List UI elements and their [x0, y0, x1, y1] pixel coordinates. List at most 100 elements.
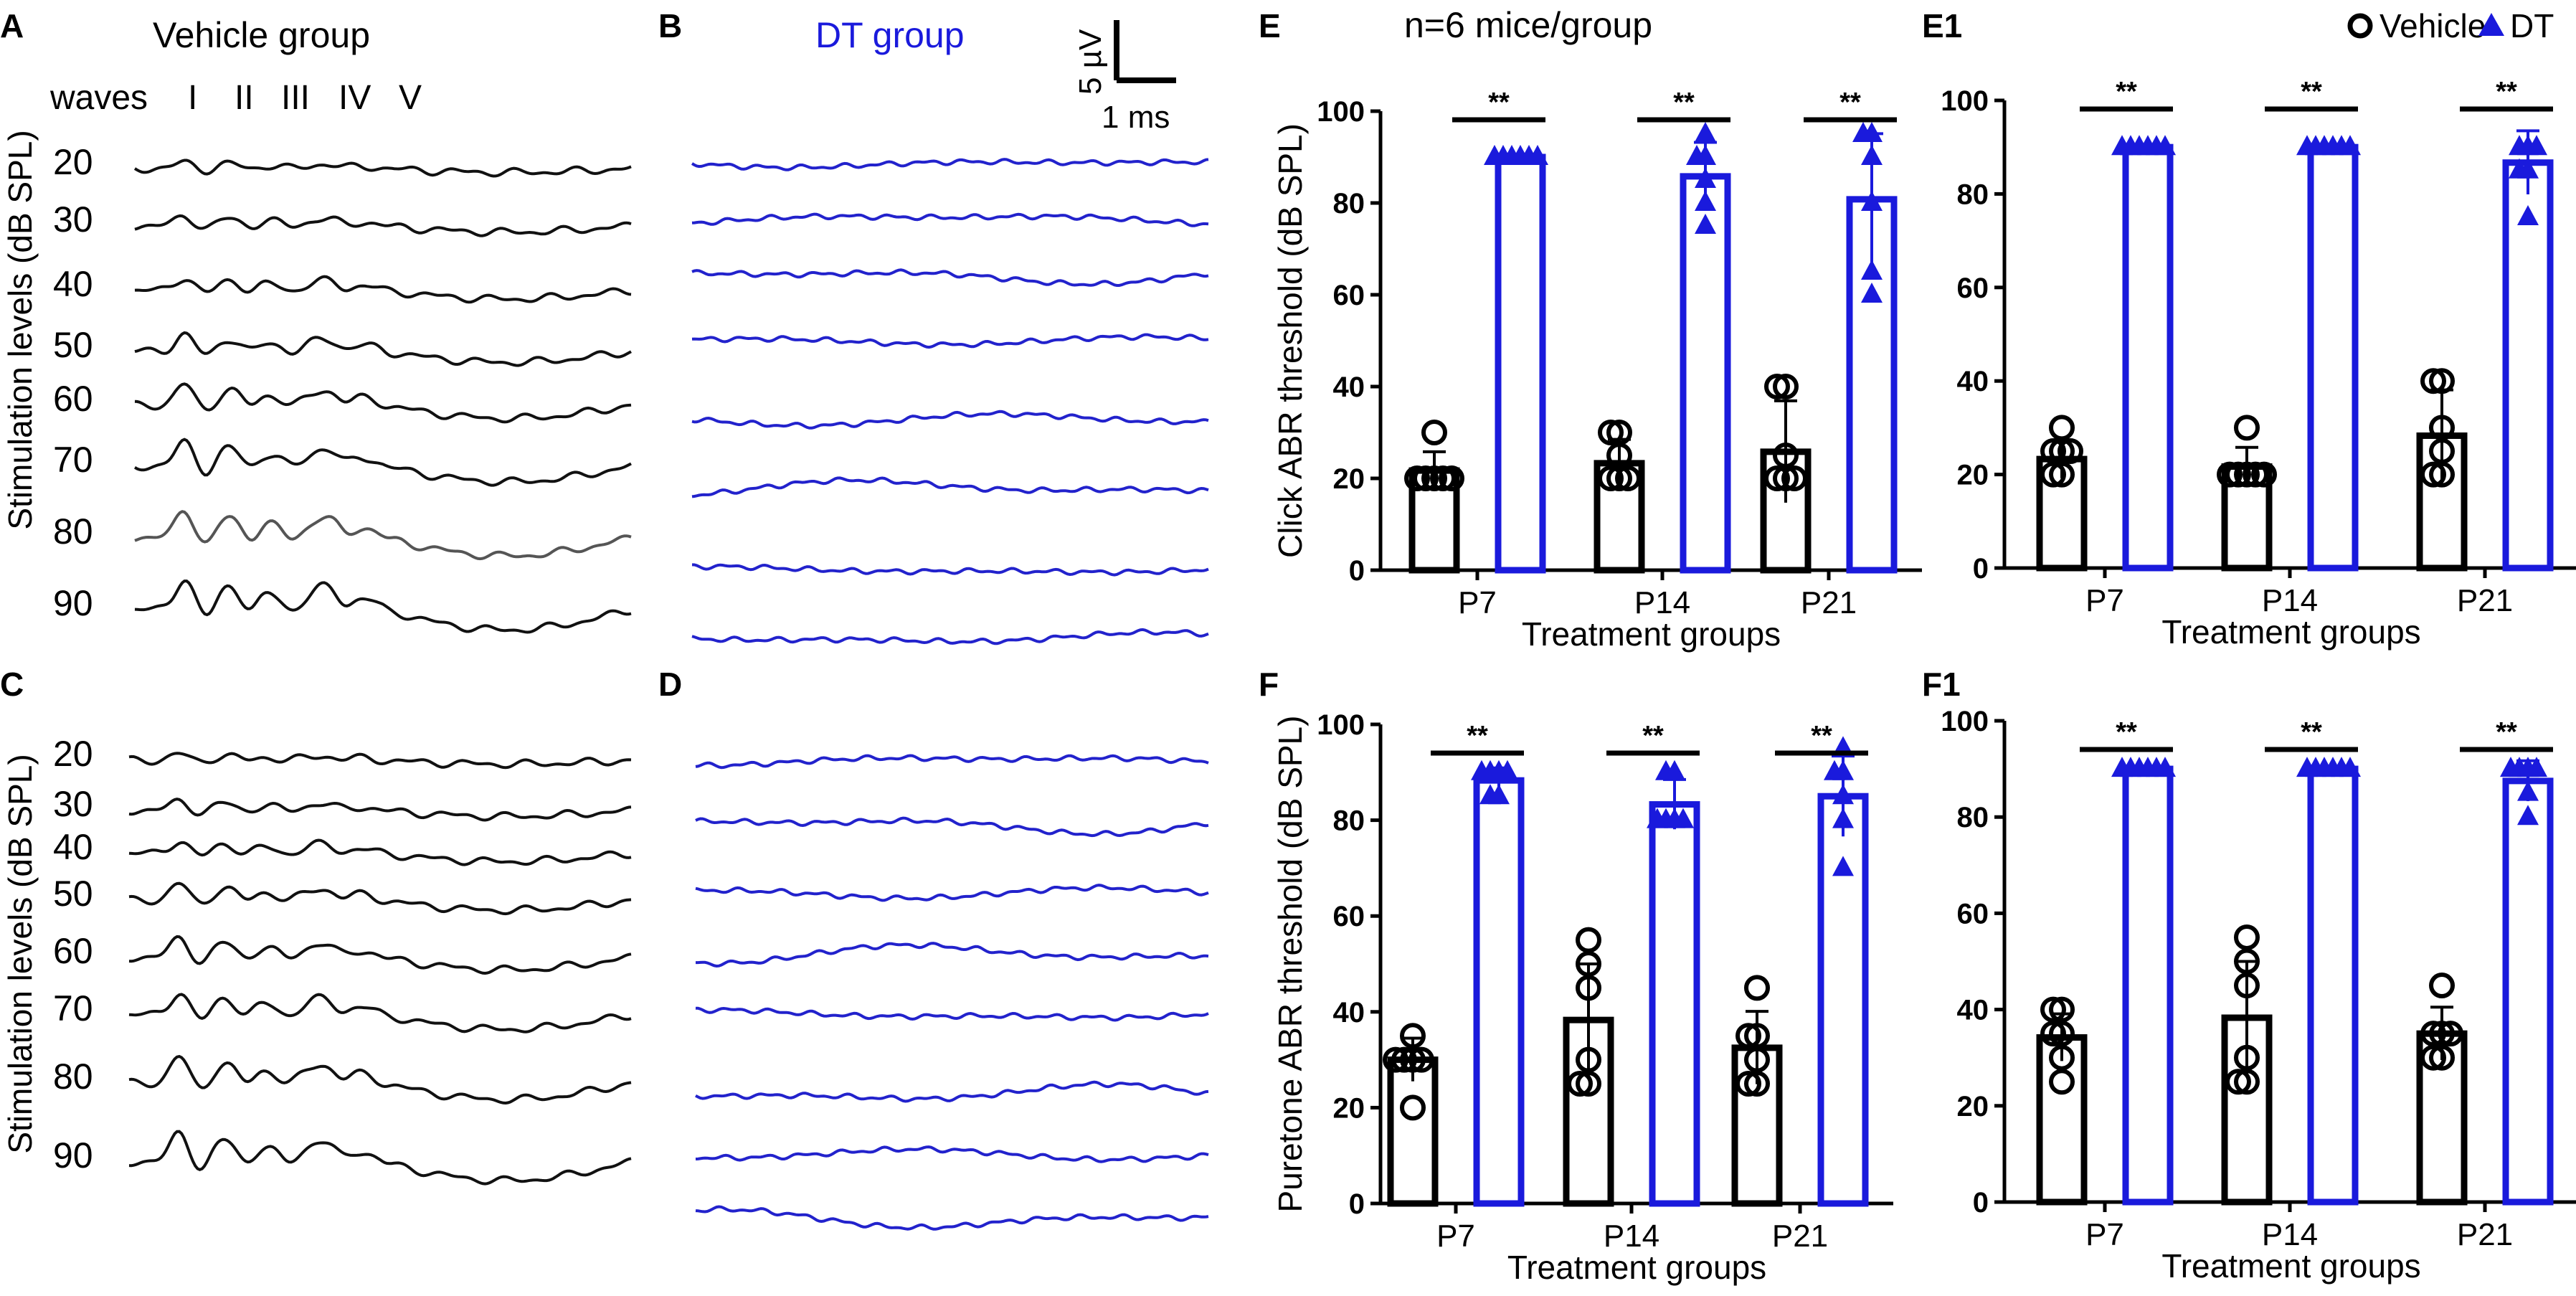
point-e1-p14-vehicle-2 — [2243, 461, 2268, 488]
panel-label-d: D — [658, 666, 682, 703]
chart-f1: 0 20 40 60 80 100 Treatment groups P7 ** P14 ** P21… — [1941, 706, 2576, 1285]
point-f-p7-vehicle-0 — [1400, 1094, 1426, 1121]
point-f1-p7-vehicle-3 — [2040, 1021, 2066, 1047]
panel-label-a: A — [0, 7, 24, 44]
point-e1-p7-vehicle-3 — [2040, 438, 2066, 464]
point-f-p14-vehicle-3 — [1576, 975, 1601, 1001]
point-e-p21-dt-0 — [1861, 283, 1883, 303]
point-f-p21-vehicle-4 — [1736, 1023, 1761, 1049]
point-f-p7-dt-5 — [1471, 760, 1492, 780]
dt-trace-b-30 — [691, 212, 1209, 227]
level-label-c-40: 40 — [53, 827, 93, 867]
traces-a — [133, 159, 632, 634]
point-f1-p7-dt-5 — [2111, 757, 2133, 777]
dt-trace-d-80 — [695, 1145, 1209, 1163]
wave-label-v: V — [399, 79, 422, 117]
level-label-a-50: 50 — [53, 325, 93, 365]
chart-e1: 0 20 40 60 80 100 Treatment groups P7 ** P14 ** P21… — [1941, 77, 2576, 651]
x-axis-label-f: Treatment groups — [1507, 1249, 1766, 1286]
point-f1-p7-vehicle-2 — [2049, 1021, 2075, 1047]
point-f1-p21-vehicle-5 — [2429, 973, 2455, 999]
dt-trace-d-90 — [695, 1205, 1209, 1231]
y-tick-label-e1-80: 80 — [1957, 179, 1989, 210]
point-e1-p14-vehicle-4 — [2251, 461, 2277, 488]
bar-f1-p7-vehicle — [2036, 1034, 2088, 1206]
significance-label-f-p14: ** — [1642, 721, 1664, 751]
vehicle-trace-c-50 — [128, 881, 632, 916]
point-e-p14-dt-2 — [1695, 168, 1716, 188]
y-tick-label-e1-100: 100 — [1941, 85, 1989, 117]
point-e-p14-dt-4 — [1686, 145, 1708, 165]
scale-voltage-label: 5 µV — [1073, 29, 1108, 95]
vehicle-trace-c-90 — [128, 1130, 632, 1186]
panel-label-e: E — [1259, 7, 1281, 44]
y-tick-label-e1-20: 20 — [1957, 460, 1989, 491]
level-label-c-60: 60 — [53, 931, 93, 971]
vehicle-trace-60 — [134, 382, 632, 424]
level-label-a-80: 80 — [53, 511, 93, 552]
category-label-f1-p14: P14 — [2262, 1217, 2318, 1252]
vehicle-trace-c-70 — [128, 993, 632, 1034]
point-f-p14-vehicle-4 — [1576, 951, 1601, 977]
point-e1-p7-vehicle-5 — [2049, 415, 2075, 441]
y-tick-label-f-80: 80 — [1333, 805, 1365, 837]
level-label-a-30: 30 — [53, 199, 93, 240]
category-label-e-p14: P14 — [1634, 585, 1690, 620]
point-f-p7-vehicle-1 — [1400, 1046, 1426, 1073]
legend-vehicle-label: Vehicle — [2380, 7, 2486, 44]
level-label-c-30: 30 — [53, 784, 93, 824]
category-label-e-p7: P7 — [1458, 585, 1497, 620]
point-f-p21-vehicle-3 — [1744, 1023, 1770, 1049]
point-f1-p21-vehicle-2 — [2429, 1021, 2455, 1047]
legend: Vehicle DT — [2347, 7, 2554, 44]
category-label-e-p21: P21 — [1801, 585, 1857, 620]
point-f-p7-vehicle-4 — [1383, 1046, 1408, 1073]
category-label-e1-p14: P14 — [2262, 583, 2318, 618]
vehicle-trace-90 — [134, 580, 632, 634]
y-tick-label-f-40: 40 — [1333, 997, 1365, 1028]
dt-trace-d-20 — [695, 754, 1209, 770]
y-tick-label-f1-60: 60 — [1957, 898, 1989, 930]
point-f1-p7-vehicle-0 — [2049, 1069, 2075, 1095]
point-e-p7-dt-5 — [1484, 145, 1505, 165]
point-f-p7-dt-1 — [1479, 784, 1501, 805]
level-label-c-20: 20 — [53, 734, 93, 774]
point-e-p21-vehicle-5 — [1764, 374, 1790, 399]
vehicle-trace-40 — [134, 275, 632, 304]
point-e1-p21-dt-4 — [2509, 135, 2530, 156]
point-f-p21-dt-1 — [1832, 808, 1854, 828]
bar-e-p7-dt — [1495, 153, 1546, 574]
significance-label-f1-p7: ** — [2116, 717, 2137, 747]
y-tick-label-e1-40: 40 — [1957, 366, 1989, 397]
y-tick-label-e-20: 20 — [1333, 463, 1365, 495]
point-e-p7-vehicle-4 — [1439, 465, 1464, 491]
y-tick-label-f-0: 0 — [1349, 1188, 1365, 1220]
dt-trace-b-40 — [691, 268, 1209, 287]
level-label-c-50: 50 — [53, 874, 93, 914]
category-label-f1-p21: P21 — [2457, 1217, 2513, 1252]
vehicle-group-title: Vehicle group — [153, 15, 370, 55]
point-f-p21-dt-2 — [1832, 784, 1854, 805]
point-f1-p14-dt-5 — [2296, 757, 2318, 777]
point-e1-p7-vehicle-4 — [2058, 438, 2083, 464]
wave-label-iii: III — [281, 79, 310, 117]
point-e-p21-vehicle-4 — [1773, 374, 1799, 399]
y-tick-label-e1-60: 60 — [1957, 273, 1989, 304]
point-e-p14-vehicle-5 — [1598, 420, 1624, 445]
scale-time-label: 1 ms — [1102, 100, 1170, 135]
point-e-p7-dt-4 — [1527, 145, 1548, 165]
point-e-p7-vehicle-5 — [1421, 420, 1447, 445]
point-f1-p14-dt-4 — [2339, 757, 2361, 777]
point-e1-p21-dt-0 — [2517, 205, 2539, 225]
y-tick-label-e1-0: 0 — [1973, 553, 1989, 585]
bar-e-p14-dt — [1680, 173, 1731, 574]
vehicle-trace-c-60 — [128, 935, 632, 975]
x-axis-label-e1: Treatment groups — [2161, 613, 2420, 651]
legend-vehicle-marker — [2347, 13, 2373, 39]
point-f1-p14-vehicle-0 — [2234, 1069, 2260, 1095]
level-label-a-40: 40 — [53, 264, 93, 304]
point-f1-p14-vehicle-1 — [2225, 1069, 2251, 1095]
y-tick-label-f-100: 100 — [1317, 709, 1365, 741]
significance-label-e1-p14: ** — [2301, 77, 2322, 107]
